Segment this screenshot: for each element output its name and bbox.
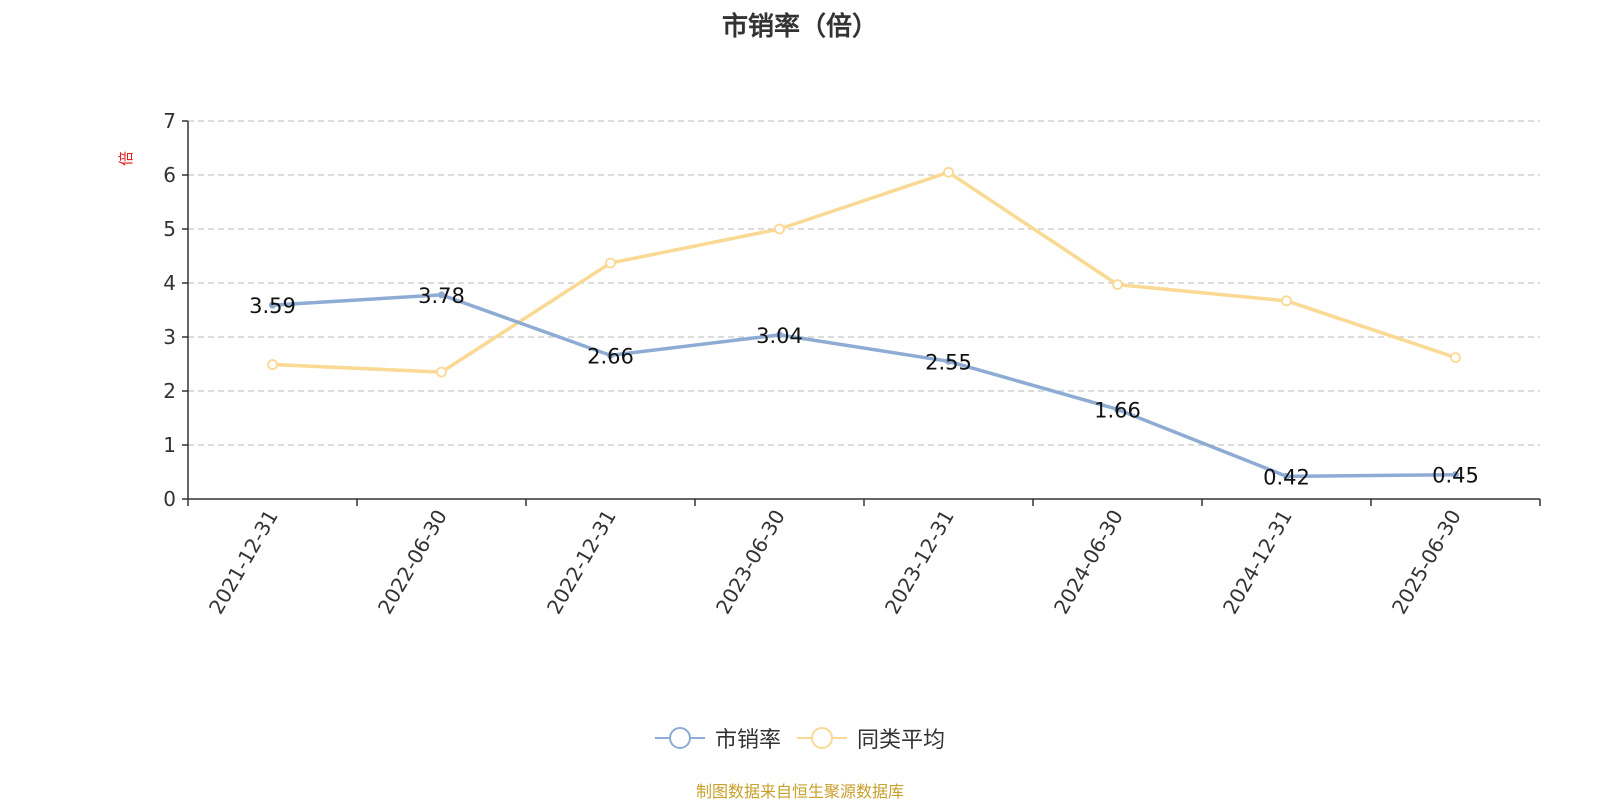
- data-point-ps-ratio: [1114, 405, 1121, 413]
- x-tick-label: 2021-12-31: [204, 506, 283, 619]
- legend-label-peer-average: 同类平均: [857, 728, 946, 753]
- data-point-ps-ratio: [776, 331, 783, 339]
- data-point-peer-average: [1112, 279, 1123, 291]
- legend: 市销率 同类平均: [0, 722, 1600, 754]
- data-point-ps-ratio: [1283, 472, 1290, 480]
- x-tick-label: 2023-06-30: [711, 506, 790, 619]
- legend-marker-peer-average: [797, 727, 847, 749]
- data-label-ps-ratio: 0.42: [1263, 465, 1310, 489]
- data-labels: 3.59 3.78 2.66 3.04 2.55 1.66 0.42 0.45: [249, 284, 1479, 489]
- data-label-ps-ratio: 0.45: [1432, 464, 1479, 488]
- data-source-note: 制图数据来自恒生聚源数据库: [695, 782, 904, 801]
- data-label-ps-ratio: 3.04: [756, 324, 803, 348]
- y-tick-label: 0: [163, 487, 176, 511]
- series: [267, 166, 1461, 480]
- data-point-peer-average: [436, 366, 447, 378]
- legend-marker-ps-ratio: [654, 727, 705, 749]
- y-tick-label: 7: [163, 109, 176, 133]
- legend-item-peer-average[interactable]: 同类平均: [797, 722, 945, 754]
- chart-title: 市销率（倍）: [721, 12, 878, 42]
- data-label-ps-ratio: 3.78: [418, 284, 465, 308]
- data-point-peer-average: [267, 359, 278, 370]
- legend-item-ps-ratio[interactable]: 市销率: [654, 722, 781, 754]
- y-tick-label: 2: [163, 379, 176, 403]
- grid-lines: [188, 120, 1540, 446]
- axes: 0 1 2 3 4 5 6 7 2021-12-31 2022-06-30 2022-12-31 20…: [163, 109, 1541, 619]
- x-tick-label: 2025-06-30: [1387, 506, 1466, 619]
- x-tick-label: 2024-12-31: [1218, 506, 1297, 619]
- series-line-peer-average: [272, 170, 1457, 374]
- data-point-ps-ratio: [269, 301, 276, 309]
- x-tick-label: 2022-12-31: [542, 506, 621, 619]
- data-point-peer-average: [1450, 352, 1461, 363]
- y-tick-label: 6: [163, 163, 176, 187]
- data-point-ps-ratio: [945, 357, 952, 365]
- data-point-peer-average: [943, 166, 954, 178]
- series-line-ps-ratio: [272, 293, 1456, 479]
- x-tick-label: 2023-12-31: [880, 506, 959, 619]
- legend-label-ps-ratio: 市销率: [714, 728, 781, 753]
- data-label-ps-ratio: 2.66: [587, 344, 634, 368]
- data-point-peer-average: [1281, 295, 1292, 307]
- y-tick-label: 3: [163, 325, 176, 349]
- data-point-peer-average: [605, 257, 616, 269]
- data-label-ps-ratio: 1.66: [1094, 398, 1141, 422]
- data-label-ps-ratio: 2.55: [925, 350, 972, 374]
- y-tick-label: 4: [163, 271, 176, 295]
- x-tick-label: 2024-06-30: [1049, 506, 1128, 619]
- x-tick-label: 2022-06-30: [373, 506, 452, 619]
- data-label-ps-ratio: 3.59: [249, 294, 296, 318]
- data-point-ps-ratio: [1452, 471, 1459, 479]
- y-tick-label: 5: [163, 217, 176, 241]
- y-tick-label: 1: [163, 433, 176, 457]
- data-point-ps-ratio: [607, 351, 614, 359]
- data-point-peer-average: [774, 223, 785, 235]
- data-point-ps-ratio: [438, 291, 445, 299]
